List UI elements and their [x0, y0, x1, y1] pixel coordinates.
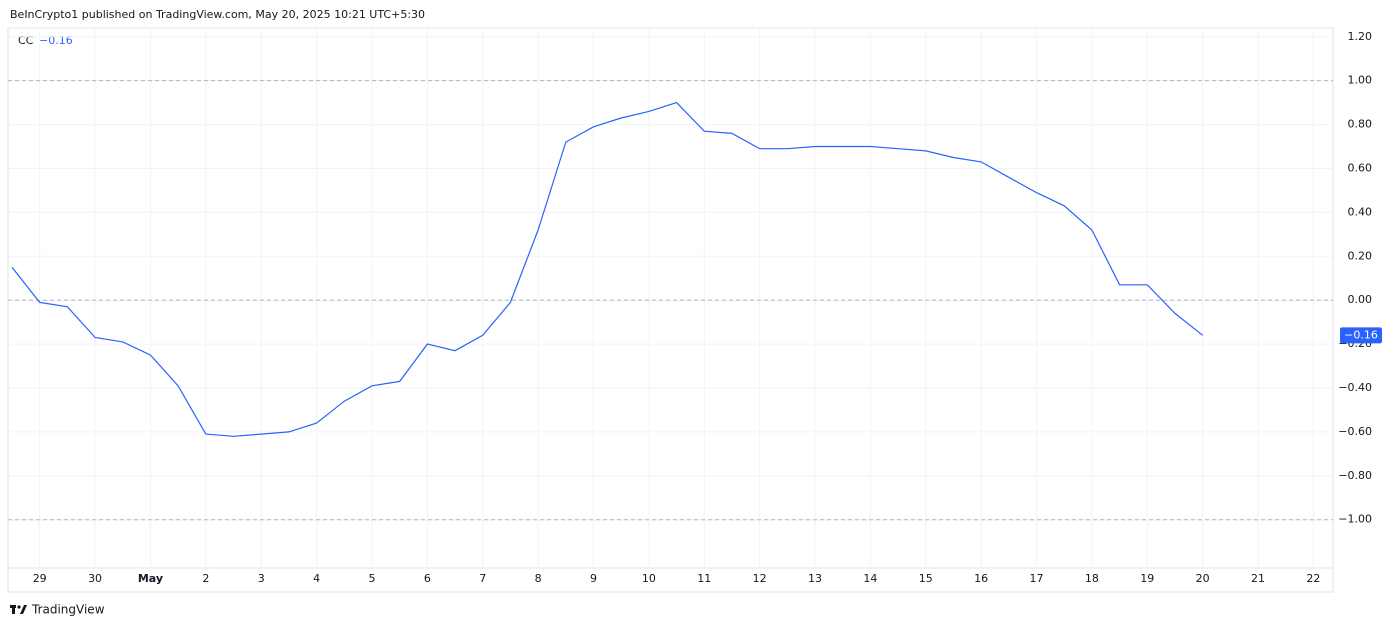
x-tick-label: 3 [258, 572, 265, 585]
x-tick-label: 20 [1196, 572, 1210, 585]
y-tick-label: 0.00 [1348, 293, 1373, 306]
y-tick-label: 0.80 [1348, 118, 1373, 131]
y-tick-label: −0.80 [1338, 469, 1372, 482]
x-tick-label: 2 [202, 572, 209, 585]
legend-name: CC [18, 34, 34, 47]
x-tick-label: 16 [974, 572, 988, 585]
x-tick-label: 6 [424, 572, 431, 585]
y-tick-label: −0.60 [1338, 425, 1372, 438]
y-tick-label: 0.20 [1348, 249, 1373, 262]
y-tick-label: 1.20 [1348, 30, 1373, 43]
y-tick-label: 0.40 [1348, 205, 1373, 218]
logo [10, 605, 27, 614]
legend-value: −0.16 [39, 34, 73, 47]
x-tick-label: 19 [1140, 572, 1154, 585]
x-tick-label: 7 [479, 572, 486, 585]
x-tick-label: 14 [863, 572, 877, 585]
x-tick-label: 9 [590, 572, 597, 585]
brand: TradingView [31, 603, 105, 617]
series-line [11, 101, 1204, 437]
x-tick-label: 5 [368, 572, 375, 585]
x-tick-label: May [138, 572, 163, 585]
x-tick-label: 29 [33, 572, 47, 585]
x-tick-label: 15 [919, 572, 933, 585]
price-tag-label: −0.16 [1344, 328, 1378, 341]
y-tick-label: 1.00 [1348, 74, 1373, 87]
x-tick-label: 18 [1085, 572, 1099, 585]
y-tick-label: 0.60 [1348, 161, 1373, 174]
y-tick-label: −1.00 [1338, 513, 1372, 526]
x-tick-label: 12 [753, 572, 767, 585]
x-tick-label: 8 [535, 572, 542, 585]
x-tick-label: 30 [88, 572, 102, 585]
x-tick-label: 11 [697, 572, 711, 585]
x-tick-label: 17 [1030, 572, 1044, 585]
x-tick-label: 21 [1251, 572, 1265, 585]
x-tick-label: 10 [642, 572, 656, 585]
plot-frame [7, 27, 1334, 593]
attribution: BeInCrypto1 published on TradingView.com… [10, 8, 425, 21]
x-tick-label: 13 [808, 572, 822, 585]
x-tick-label: 22 [1306, 572, 1320, 585]
y-tick-label: −0.40 [1338, 381, 1372, 394]
price-tag [1340, 327, 1382, 344]
x-tick-label: 4 [313, 572, 320, 585]
